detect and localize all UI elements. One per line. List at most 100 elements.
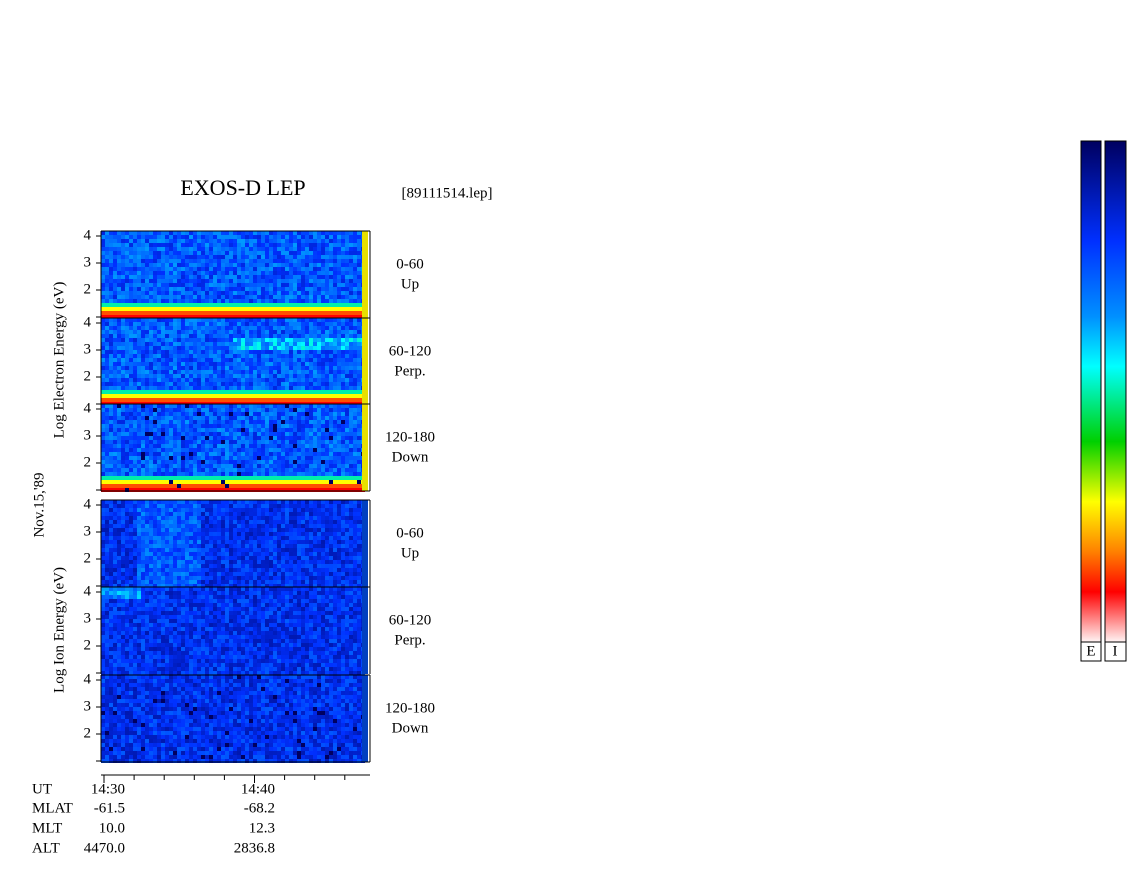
spectrogram-cell [117, 390, 121, 394]
spectrogram-cell [137, 436, 141, 440]
spectrogram-cell [189, 231, 193, 235]
spectrogram-cell [145, 424, 149, 428]
spectrogram-cell [269, 350, 273, 354]
spectrogram-cell [117, 444, 121, 448]
spectrogram-cell [221, 472, 225, 476]
spectrogram-cell [253, 358, 257, 362]
spectrogram-cell [329, 464, 333, 468]
spectrogram-cell [197, 358, 201, 362]
spectrogram-cell [137, 532, 141, 536]
spectrogram-cell [285, 338, 289, 342]
spectrogram-cell [109, 480, 113, 484]
spectrogram-cell [357, 255, 361, 259]
spectrogram-cell [217, 416, 221, 420]
spectrogram-cell [269, 448, 273, 452]
spectrogram-cell [237, 460, 241, 464]
spectrogram-cell [213, 512, 217, 516]
spectrogram-cell [309, 504, 313, 508]
spectrogram-cell [289, 460, 293, 464]
spectrogram-cell [229, 370, 233, 374]
spectrogram-cell [349, 275, 353, 279]
spectrogram-cell [157, 532, 161, 536]
spectrogram-cell [325, 468, 329, 472]
spectrogram-cell [261, 326, 265, 330]
spectrogram-cell [177, 374, 181, 378]
spectrogram-cell [301, 247, 305, 251]
spectrogram-cell [241, 404, 245, 408]
spectrogram-cell [317, 436, 321, 440]
spectrogram-cell [225, 378, 229, 382]
spectrogram-cell [305, 350, 309, 354]
spectrogram-cell [237, 354, 241, 358]
spectrogram-cell [353, 390, 357, 394]
spectrogram-cell [233, 287, 237, 291]
spectrogram-cell [105, 378, 109, 382]
spectrogram-cell [341, 488, 345, 492]
spectrogram-cell [181, 448, 185, 452]
spectrogram-cell [189, 420, 193, 424]
spectrogram-cell [101, 231, 105, 235]
spectrogram-cell [245, 346, 249, 350]
spectrogram-cell [233, 263, 237, 267]
spectrogram-cell [341, 520, 345, 524]
spectrogram-cell [133, 472, 137, 476]
spectrogram-cell [133, 255, 137, 259]
spectrogram-cell [221, 532, 225, 536]
spectrogram-cell [317, 508, 321, 512]
spectrogram-cell [225, 512, 229, 516]
spectrogram-cell [169, 378, 173, 382]
spectrogram-cell [165, 386, 169, 390]
spectrogram-cell [189, 283, 193, 287]
spectrogram-cell [229, 524, 233, 528]
spectrogram-cell [177, 512, 181, 516]
spectrogram-cell [297, 362, 301, 366]
spectrogram-cell [261, 404, 265, 408]
spectrogram-cell [321, 255, 325, 259]
spectrogram-cell [193, 303, 197, 307]
spectrogram-cell [225, 408, 229, 412]
spectrogram-cell [117, 512, 121, 516]
spectrogram-cell [329, 504, 333, 508]
spectrogram-cell [141, 398, 145, 402]
spectrogram-cell [265, 283, 269, 287]
spectrogram-cell [277, 251, 281, 255]
spectrogram-cell [125, 239, 129, 243]
spectrogram-cell [149, 239, 153, 243]
spectrogram-cell [197, 326, 201, 330]
spectrogram-cell [273, 251, 277, 255]
spectrogram-cell [105, 398, 109, 402]
spectrogram-cell [265, 524, 269, 528]
spectrogram-cell [277, 243, 281, 247]
spectrogram-cell [345, 263, 349, 267]
spectrogram-cell [333, 358, 337, 362]
spectrogram-cell [133, 279, 137, 283]
spectrogram-cell [205, 424, 209, 428]
spectrogram-cell [245, 235, 249, 239]
spectrogram-cell [317, 315, 321, 319]
spectrogram-cell [209, 468, 213, 472]
spectrogram-cell [125, 528, 129, 532]
spectrogram-cell [149, 279, 153, 283]
spectrogram-cell [189, 295, 193, 299]
spectrogram-cell [261, 235, 265, 239]
spectrogram-cell [109, 524, 113, 528]
spectrogram-cell [181, 326, 185, 330]
spectrogram-cell [281, 398, 285, 402]
spectrogram-cell [105, 366, 109, 370]
spectrogram-cell [261, 528, 265, 532]
spectrogram-cell [289, 408, 293, 412]
spectrogram-cell [165, 512, 169, 516]
spectrogram-cell [257, 416, 261, 420]
spectrogram-cell [357, 448, 361, 452]
spectrogram-cell [317, 500, 321, 504]
spectrogram-cell [137, 516, 141, 520]
angle-range: 120-180 [385, 429, 435, 445]
spectrogram-cell [133, 412, 137, 416]
spectrogram-cell [325, 382, 329, 386]
spectrogram-cell [349, 235, 353, 239]
spectrogram-cell [277, 315, 281, 319]
spectrogram-cell [325, 299, 329, 303]
spectrogram-cell [205, 283, 209, 287]
spectrogram-cell [185, 299, 189, 303]
spectrogram-cell [197, 318, 201, 322]
